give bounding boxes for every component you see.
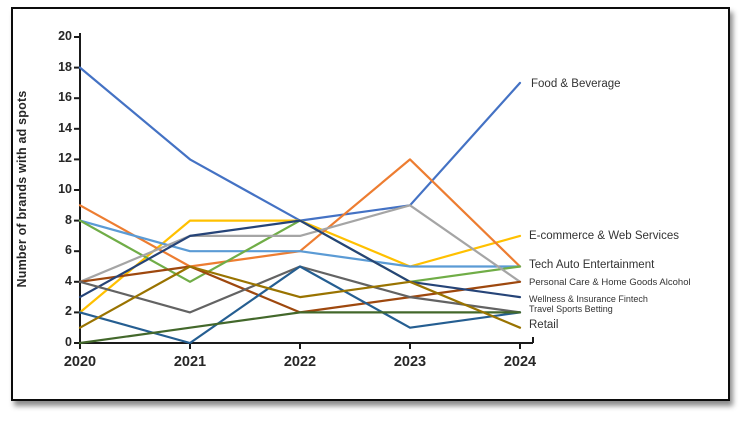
series-label: Travel Sports Betting bbox=[529, 304, 613, 314]
series-line-auto bbox=[78, 219, 522, 268]
y-tick-label-14: 14 bbox=[58, 120, 72, 135]
series-line-travel bbox=[78, 265, 522, 345]
series-line-alcohol bbox=[78, 265, 522, 314]
x-tick-label-2023: 2023 bbox=[393, 354, 427, 370]
x-tick-label-2020: 2020 bbox=[63, 354, 97, 370]
series-line-personal-care-home-goods bbox=[78, 204, 522, 283]
series-label: Retail bbox=[529, 319, 559, 331]
y-tick-label-18: 18 bbox=[58, 59, 72, 74]
series-line-food-beverage bbox=[78, 66, 522, 222]
y-tick-label-12: 12 bbox=[58, 151, 72, 166]
y-tick-label-6: 6 bbox=[65, 243, 72, 258]
y-tick-label-0: 0 bbox=[65, 335, 72, 349]
series-label: E-commerce & Web Services bbox=[529, 230, 679, 242]
x-tick-label-2024: 2024 bbox=[503, 354, 537, 370]
series-label: Personal Care & Home Goods Alcohol bbox=[529, 277, 691, 288]
series-line-retail bbox=[78, 265, 522, 329]
x-tick-label-2022: 2022 bbox=[283, 354, 317, 370]
y-tick-label-20: 20 bbox=[58, 29, 72, 43]
y-tick-label-2: 2 bbox=[65, 304, 72, 319]
series-label: Wellness & Insurance Fintech bbox=[529, 294, 648, 304]
y-tick-label-4: 4 bbox=[65, 273, 72, 288]
x-tick-label-2021: 2021 bbox=[173, 354, 207, 370]
series-label: Food & Beverage bbox=[531, 78, 621, 90]
series-line-sports-betting bbox=[78, 311, 522, 345]
series-line-wellness-insurance bbox=[78, 219, 522, 299]
y-tick-label-8: 8 bbox=[65, 212, 72, 227]
y-axis-title: Number of brands with ad spots bbox=[15, 90, 29, 288]
series-label: Tech Auto Entertainment bbox=[529, 259, 655, 271]
y-tick-label-10: 10 bbox=[58, 182, 72, 196]
y-tick-label-16: 16 bbox=[58, 90, 72, 105]
